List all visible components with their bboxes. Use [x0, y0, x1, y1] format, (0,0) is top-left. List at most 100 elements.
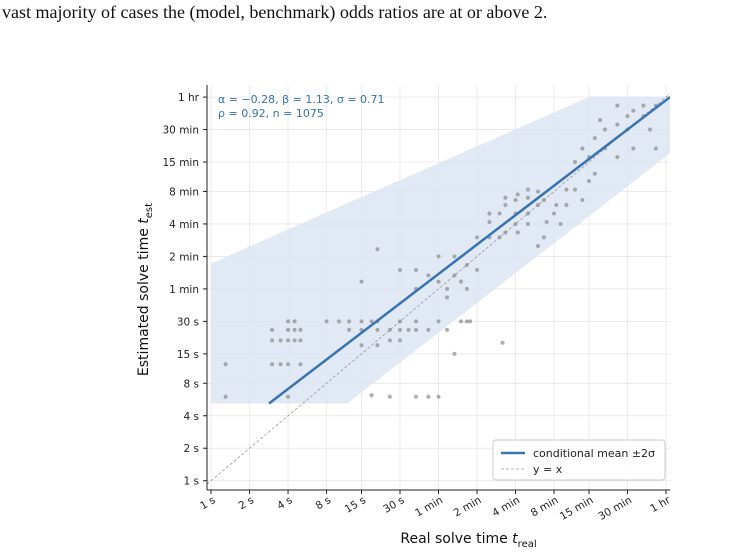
x-tick-label: 2 s [237, 494, 256, 512]
x-tick-label: 8 min [529, 494, 561, 519]
point [298, 338, 303, 343]
point [298, 362, 303, 367]
point [359, 279, 364, 284]
point [554, 202, 559, 207]
point [375, 247, 380, 252]
point [500, 340, 505, 345]
point [324, 319, 329, 324]
point [572, 187, 577, 192]
point [464, 319, 469, 324]
point [515, 230, 520, 235]
fit-line [268, 96, 670, 405]
y-tick-label: 1 min [169, 284, 199, 296]
y-tick-label: 2 s [184, 443, 200, 455]
point [452, 254, 457, 259]
point [452, 273, 457, 278]
point [572, 160, 577, 165]
axis-label-part: Estimated solve time [136, 224, 152, 376]
y-tick-label: 15 min [163, 157, 200, 169]
point [615, 103, 620, 108]
point [369, 319, 374, 324]
point [592, 136, 597, 141]
annotation: ρ = 0.92, n = 1075 [218, 107, 324, 120]
point [286, 338, 291, 343]
point [278, 338, 283, 343]
point [487, 211, 492, 216]
point [413, 327, 418, 332]
point [544, 220, 549, 225]
point [286, 362, 291, 367]
point [445, 286, 450, 291]
point [270, 362, 275, 367]
point [598, 118, 603, 123]
point [286, 319, 291, 324]
point [459, 279, 464, 284]
point [515, 192, 520, 197]
point [497, 235, 502, 240]
point [475, 235, 480, 240]
point [445, 295, 450, 300]
point [564, 202, 569, 207]
point [406, 327, 411, 332]
x-tick-label: 2 min [452, 494, 484, 519]
point [413, 319, 418, 324]
point [445, 327, 450, 332]
point [503, 230, 508, 235]
point [387, 394, 392, 399]
x-axis-label: Real solve time treal [400, 531, 536, 550]
point [615, 122, 620, 127]
point [298, 327, 303, 332]
point [397, 338, 402, 343]
x-tick-label: 1 min [413, 494, 445, 519]
x-tick-label: 1 s [198, 494, 217, 512]
point [292, 338, 297, 343]
point [497, 211, 502, 216]
y-tick-label: 8 s [184, 378, 200, 390]
point [452, 351, 457, 356]
point [525, 187, 530, 192]
point [503, 195, 508, 200]
y-tick-label: 30 min [163, 125, 200, 137]
point [513, 221, 518, 226]
point [464, 262, 469, 267]
x-tick-label: 30 min [596, 494, 634, 523]
axis-label-part: t [512, 531, 518, 547]
y-tick-label: 8 min [169, 186, 199, 198]
point [536, 189, 541, 194]
point [223, 362, 228, 367]
point [397, 267, 402, 272]
point [580, 146, 585, 151]
y-tick-label: 2 min [169, 251, 199, 263]
point [426, 327, 431, 332]
point [525, 195, 530, 200]
x-tick-label: 15 s [343, 494, 368, 515]
intro-text: vast majority of cases the (model, bench… [2, 2, 547, 23]
point [223, 394, 228, 399]
x-tick-label: 30 s [381, 494, 406, 515]
point [468, 319, 473, 324]
point [359, 319, 364, 324]
annotation: α = −0.28, β = 1.13, σ = 0.71 [218, 93, 385, 106]
point [541, 198, 546, 203]
point [270, 327, 275, 332]
point [375, 327, 380, 332]
x-tick-label: 4 min [490, 494, 522, 519]
point [625, 114, 630, 119]
legend-box [492, 439, 666, 481]
point [586, 179, 591, 184]
point [558, 221, 563, 226]
point [615, 155, 620, 160]
point [270, 338, 275, 343]
point [536, 243, 541, 248]
y-tick-label: 1 s [184, 476, 200, 488]
point [286, 327, 291, 332]
point [647, 127, 652, 132]
axis-label-part: Real solve time [400, 531, 512, 547]
point [525, 221, 530, 226]
point [503, 202, 508, 207]
y-tick-label: 1 hr [178, 92, 200, 104]
point [397, 319, 402, 324]
x-tick-label: 15 min [558, 494, 596, 523]
point [426, 273, 431, 278]
